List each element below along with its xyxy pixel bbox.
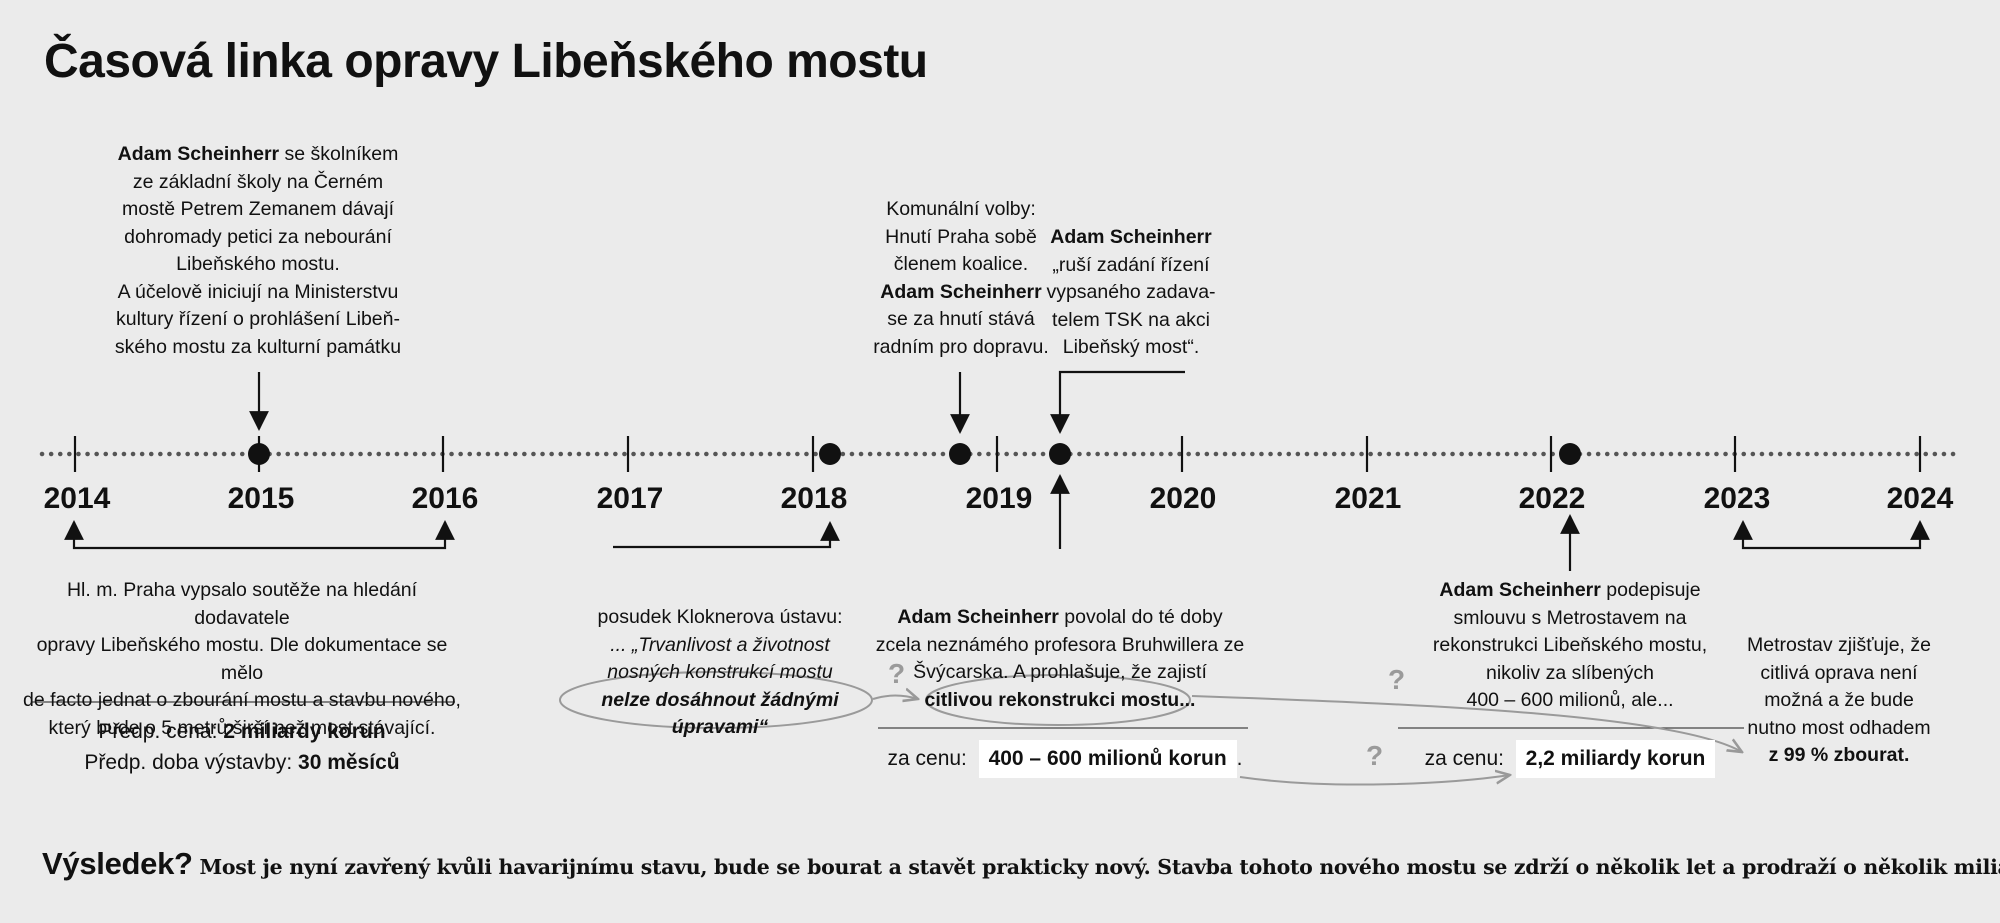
year-label: 2014 <box>44 482 111 515</box>
year-label: 2021 <box>1335 482 1402 515</box>
event-2018-elections: Komunální volby: Hnutí Praha sobě členem… <box>873 198 1049 358</box>
year-label: 2023 <box>1704 482 1771 515</box>
highlight-ellipse-citliva <box>925 674 1191 726</box>
event-dot-2015 <box>248 443 270 465</box>
page-title: Časová linka opravy Libeňského mostu <box>44 35 928 88</box>
question-mark-icon: ? <box>1388 664 1406 695</box>
bruhwiller-price: za cenu: 400 – 600 milionů korun. <box>880 740 1250 778</box>
price-value-box: 400 – 600 milionů korun <box>978 740 1237 778</box>
year-label: 2020 <box>1150 482 1217 515</box>
metrostav-price: za cenu: 2,2 miliardy korun <box>1400 740 1740 778</box>
event-2019-cancel: Adam Scheinherr „ruší zadání řízení vyps… <box>1046 226 1216 358</box>
event-metrostav-contract: Adam Scheinherr podepisuje smlouvu s Met… <box>1432 579 1708 711</box>
event-metrostav-finding: Metrostav zjišťuje, že citlivá oprava ne… <box>1747 634 1931 766</box>
arrow-2019-cancel <box>1050 370 1185 434</box>
year-label: 2024 <box>1887 482 1954 515</box>
connector-arrow-price <box>1239 775 1510 786</box>
result-text: Most je nyní zavřený kvůli havarijnímu s… <box>192 855 2000 879</box>
year-label: 2018 <box>781 482 848 515</box>
connector-arrow-citliva <box>1191 695 1742 752</box>
connector-arrow-quote <box>872 696 918 700</box>
bracket-2023-2024 <box>1733 520 1930 550</box>
result-summary: Výsledek? Most je nyní zavřený kvůli hav… <box>42 846 2000 882</box>
year-label: 2016 <box>412 482 479 515</box>
year-ticks <box>73 436 1922 472</box>
event-dot-2019 <box>1049 443 1071 465</box>
year-label: 2017 <box>597 482 664 515</box>
event-dot-2018-elections <box>949 443 971 465</box>
event-2015-petition: Adam Scheinherr se školníkem ze základní… <box>114 143 402 358</box>
year-label: 2022 <box>1519 482 1586 515</box>
question-mark-icon: ? <box>888 658 906 689</box>
bracket-2014-2016 <box>64 520 455 550</box>
bracket-2017-2018 <box>613 521 840 549</box>
event-dot-2018 <box>819 443 841 465</box>
result-lead: Výsledek? <box>42 846 193 881</box>
year-label: 2019 <box>966 482 1033 515</box>
price-value-box: 2,2 miliardy korun <box>1515 740 1716 778</box>
year-label: 2015 <box>228 482 295 515</box>
event-bruhwiller: Adam Scheinherr povolal do té doby zcela… <box>875 606 1245 711</box>
event-competition: Hl. m. Praha vypsalo soutěže na hledání … <box>23 579 461 739</box>
event-dot-2022 <box>1559 443 1581 465</box>
competition-price: Předp. cena: 2 miliardy korun Předp. dob… <box>84 720 400 774</box>
highlight-ellipse-kloknerov <box>559 671 873 729</box>
event-kloknerov: posudek Kloknerova ústavu: ... „Trvanliv… <box>597 606 843 738</box>
question-mark-icon: ? <box>1366 740 1384 771</box>
